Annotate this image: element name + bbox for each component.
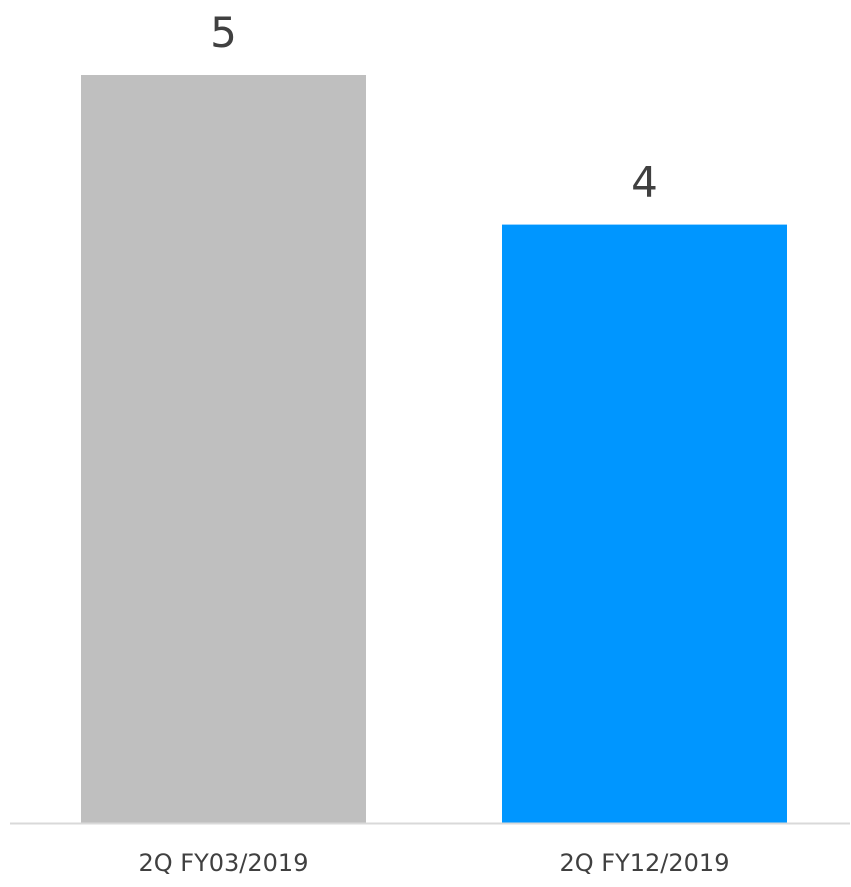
bar-2: [502, 224, 787, 824]
bars-group: [81, 75, 787, 824]
x-tick-label-2: 2Q FY12/2019: [560, 849, 730, 877]
data-label-2: 4: [631, 158, 658, 207]
bar-1: [81, 75, 366, 823]
value-labels-group: 54: [210, 8, 658, 207]
x-tick-label-1: 2Q FY03/2019: [139, 849, 309, 877]
data-label-1: 5: [210, 8, 237, 57]
tick-labels-group: 2Q FY03/2019 2Q FY12/2019: [139, 849, 730, 877]
